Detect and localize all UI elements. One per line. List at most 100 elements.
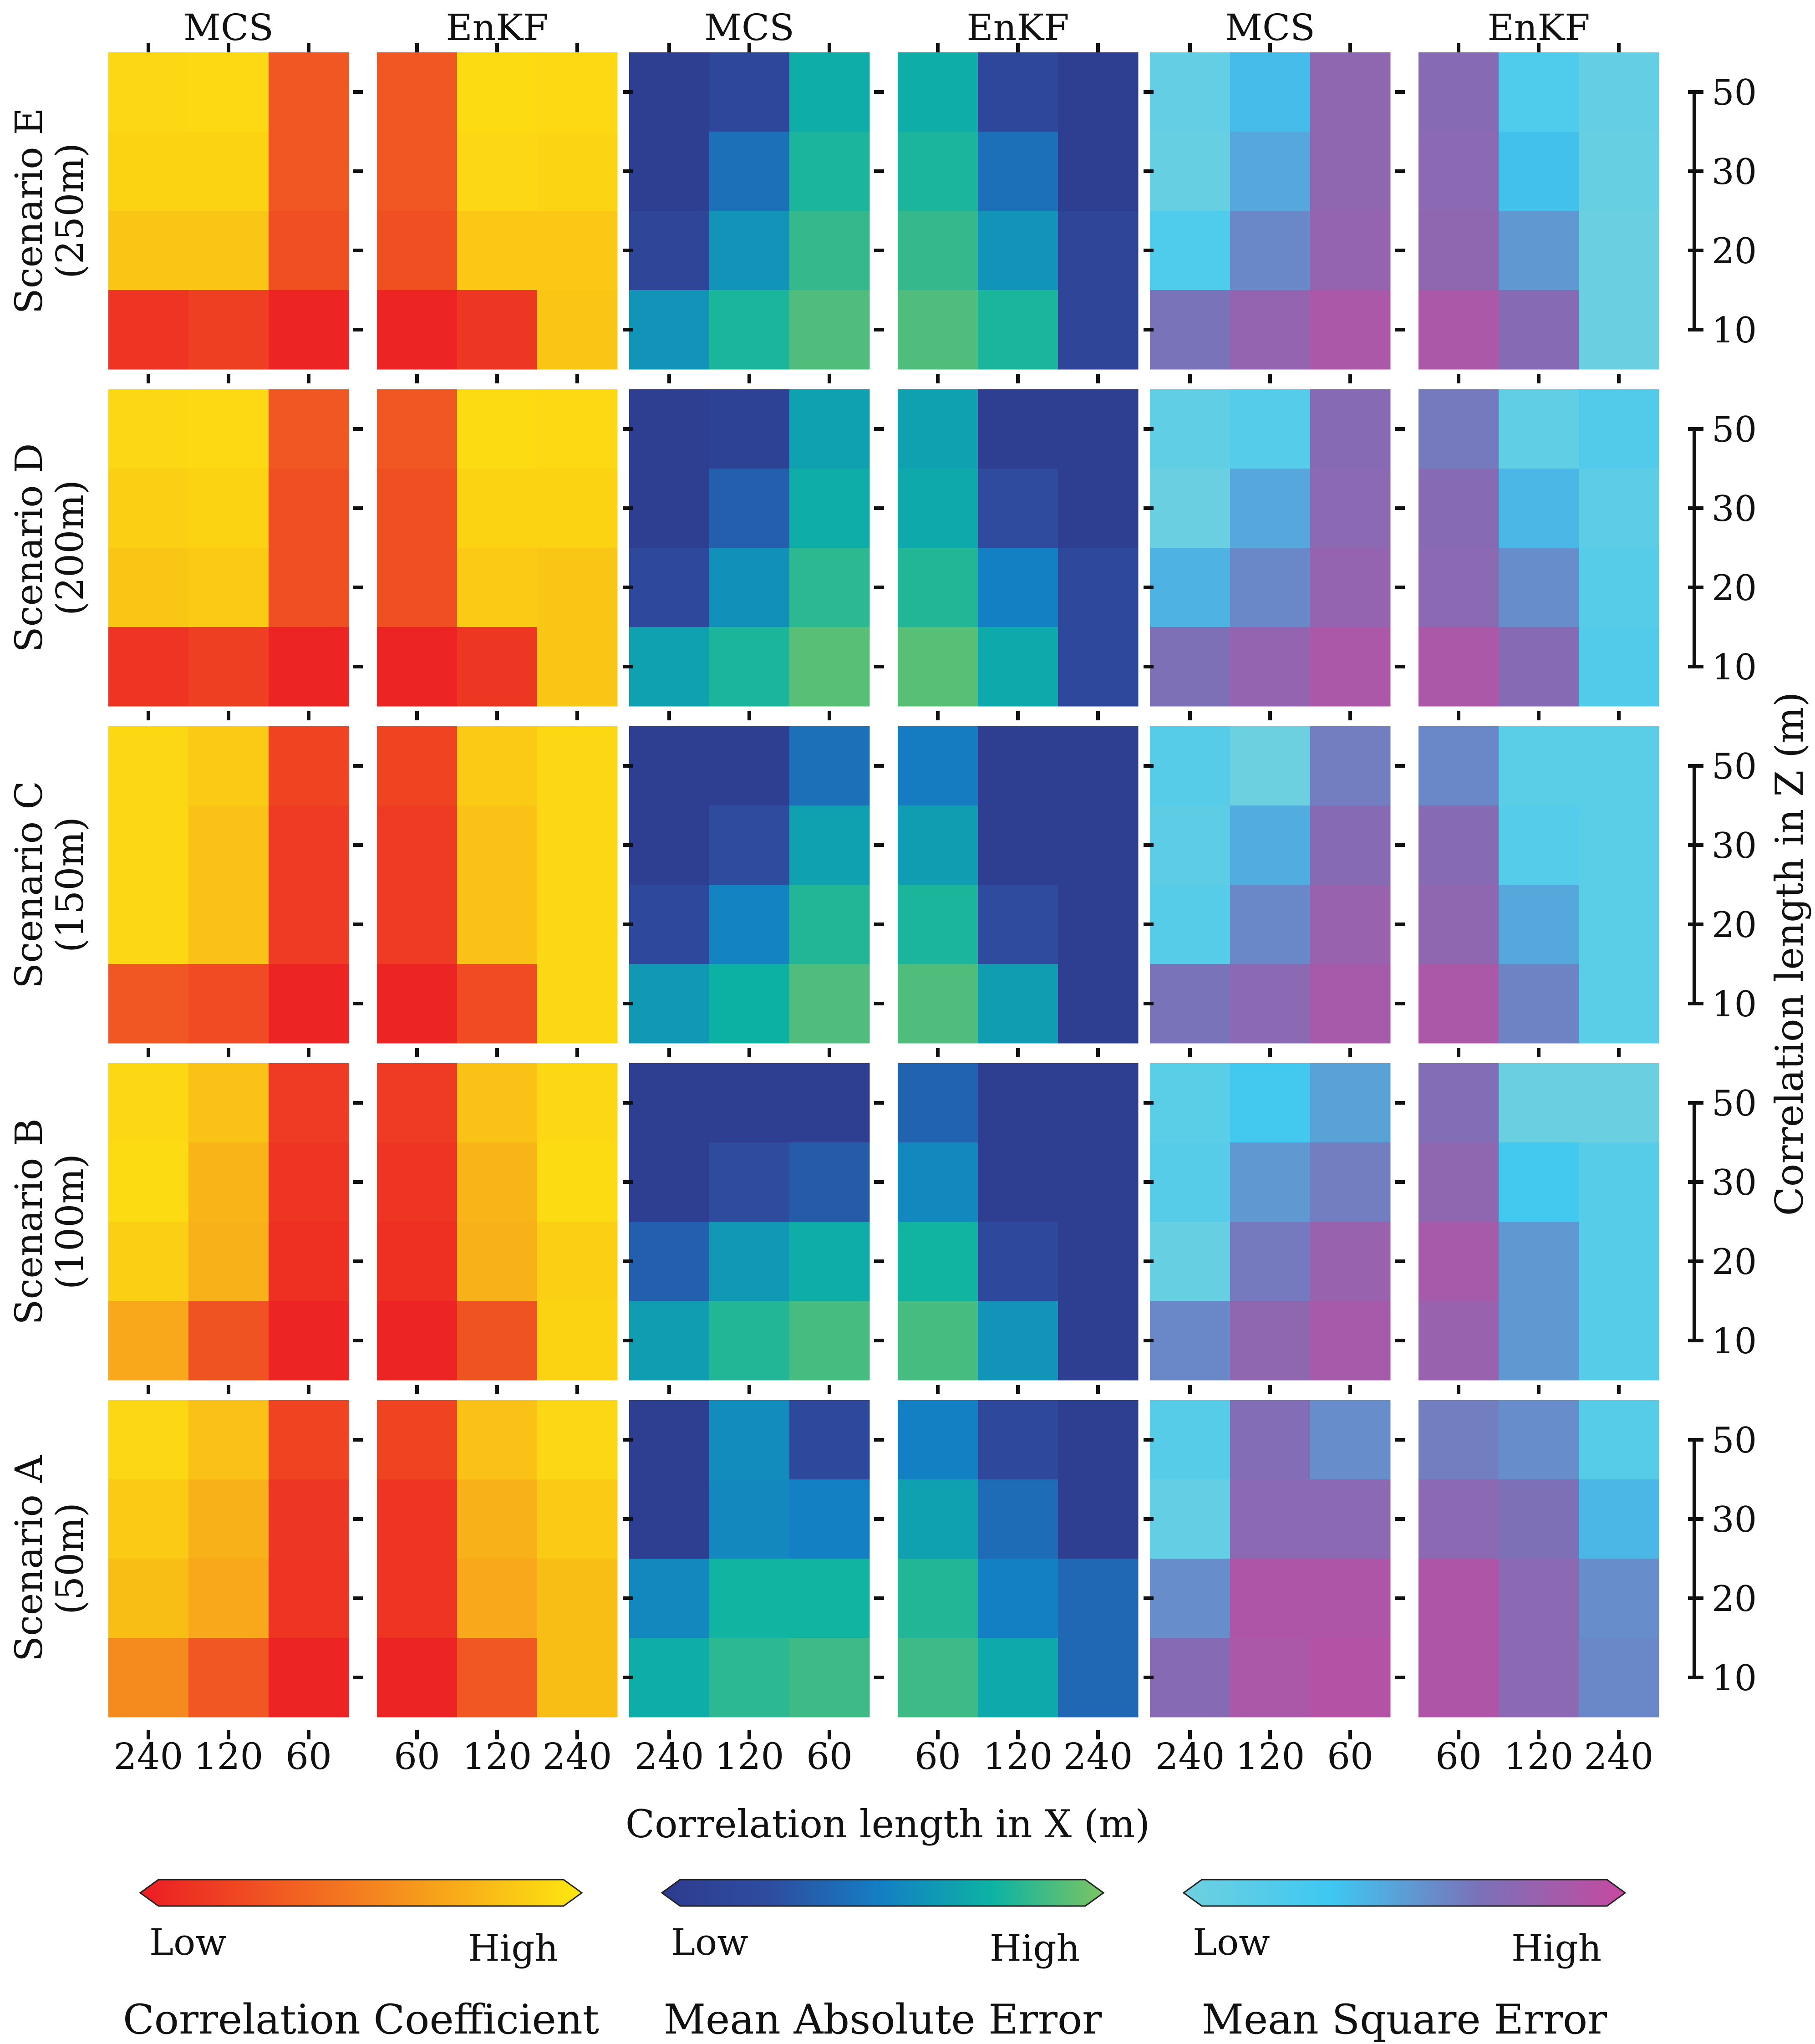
- heatmap-cell: [1499, 290, 1579, 370]
- heatmap-cell: [1058, 805, 1139, 885]
- z-tick-mark: [353, 90, 363, 94]
- z-tick-mark: [1395, 1339, 1405, 1342]
- heatmap-cell: [1579, 1142, 1659, 1222]
- heatmap-cell: [269, 1559, 349, 1638]
- heatmap-cell: [709, 389, 790, 469]
- x-tick-mark: [1268, 374, 1272, 383]
- heatmap-cell: [269, 885, 349, 964]
- heatmap-cell: [1499, 1063, 1579, 1143]
- heatmap-cell: [457, 1142, 538, 1222]
- heatmap-cell: [1310, 1638, 1391, 1718]
- scenario-depth: (50m): [49, 1503, 92, 1615]
- x-tick-mark: [1617, 1385, 1621, 1394]
- heatmap-cell: [789, 964, 870, 1044]
- heatmap-cell: [537, 469, 618, 548]
- x-tick-label: 240: [1063, 1735, 1133, 1778]
- heatmap-cell: [188, 885, 269, 964]
- heatmap-cell: [1230, 52, 1311, 132]
- heatmap-cell: [457, 1638, 538, 1718]
- heatmap-cell: [629, 290, 710, 370]
- z-tick-mark: [874, 1438, 884, 1442]
- z-tick-mark: [874, 1259, 884, 1263]
- panel: [377, 726, 618, 1044]
- scenario-depth: (100m): [49, 1154, 92, 1290]
- heatmap-cell: [978, 964, 1058, 1044]
- z-tick-mark: [623, 764, 633, 768]
- panel: [108, 1400, 349, 1718]
- heatmap-cell: [1499, 211, 1579, 291]
- heatmap-cell: [1230, 1063, 1311, 1143]
- panel: [1418, 1063, 1659, 1381]
- panel: [898, 52, 1139, 370]
- heatmap-cell: [1579, 1301, 1659, 1381]
- colorbar: [1182, 1879, 1627, 1907]
- legend-low-label: Low: [1193, 1921, 1270, 1963]
- heatmap-cell: [188, 964, 269, 1044]
- x-tick-mark: [667, 1048, 671, 1057]
- panel: [629, 389, 870, 707]
- heatmap-cell: [629, 548, 710, 627]
- heatmap-cell: [537, 548, 618, 627]
- z-tick-mark: [1395, 1438, 1405, 1442]
- heatmap-cell: [709, 132, 790, 211]
- labels: 50 30 20 10 50 30 20 10 50 30 20 10 50 30 20 10 50 30 20 10…: [8, 6, 1812, 1846]
- heatmap-cell: [188, 726, 269, 806]
- x-tick-mark: [1188, 1048, 1192, 1057]
- heatmap-cell: [978, 1400, 1058, 1480]
- heatmap-cell: [457, 1559, 538, 1638]
- z-tick-label: 50: [1712, 1420, 1757, 1461]
- heatmap-cells: [108, 52, 1659, 1718]
- heatmap-cell: [188, 469, 269, 548]
- x-tick-mark: [147, 1048, 150, 1057]
- panel: [1418, 389, 1659, 707]
- heatmap-cell: [1579, 1559, 1659, 1638]
- heatmap-cell: [108, 211, 189, 291]
- x-tick-mark: [1537, 1385, 1540, 1394]
- heatmap-cell: [709, 211, 790, 291]
- z-tick-mark: [623, 506, 633, 510]
- z-tick-mark: [874, 586, 884, 589]
- x-tick-label: 60: [1327, 1735, 1373, 1778]
- x-tick-mark: [415, 1385, 419, 1394]
- heatmap-cell: [188, 52, 269, 132]
- heatmap-cell: [1579, 964, 1659, 1044]
- z-tick-mark: [353, 1339, 363, 1342]
- heatmap-cell: [898, 211, 978, 291]
- scenario-name: Scenario C: [8, 781, 51, 989]
- x-tick-mark: [415, 43, 419, 52]
- z-tick-mark: [1395, 586, 1405, 589]
- x-tick-mark: [227, 711, 230, 720]
- x-tick-mark: [575, 1730, 579, 1739]
- column-header: EnKF: [1487, 6, 1590, 49]
- heatmap-cell: [709, 726, 790, 806]
- z-tick-mark: [874, 1180, 884, 1184]
- heatmap-cell: [108, 627, 189, 707]
- heatmap-cell: [898, 627, 978, 707]
- heatmap-cell: [1418, 805, 1499, 885]
- heatmap-cell: [1058, 469, 1139, 548]
- heatmap-cell: [269, 726, 349, 806]
- heatmap-cell: [629, 211, 710, 291]
- heatmap-cell: [1310, 469, 1391, 548]
- x-tick-mark: [667, 374, 671, 383]
- heatmap-cell: [1150, 1222, 1230, 1301]
- z-tick-mark: [1395, 1002, 1405, 1005]
- z-tick-mark: [1144, 843, 1154, 847]
- heatmap-cell: [457, 1063, 538, 1143]
- heatmap-cell: [1499, 885, 1579, 964]
- heatmap-cell: [709, 1063, 790, 1143]
- heatmap-cell: [898, 726, 978, 806]
- panel: [898, 1400, 1139, 1718]
- heatmap-cell: [1310, 1142, 1391, 1222]
- heatmap-cell: [629, 1638, 710, 1718]
- x-tick-label: 240: [114, 1735, 183, 1778]
- z-tick-mark: [1395, 923, 1405, 926]
- x-tick-mark: [936, 1048, 940, 1057]
- heatmap-cell: [1310, 627, 1391, 707]
- heatmap-cell: [1310, 52, 1391, 132]
- x-tick-mark: [1268, 43, 1272, 52]
- x-tick-mark: [828, 43, 831, 52]
- heatmap-cell: [377, 1301, 458, 1381]
- heatmap-cell: [629, 726, 710, 806]
